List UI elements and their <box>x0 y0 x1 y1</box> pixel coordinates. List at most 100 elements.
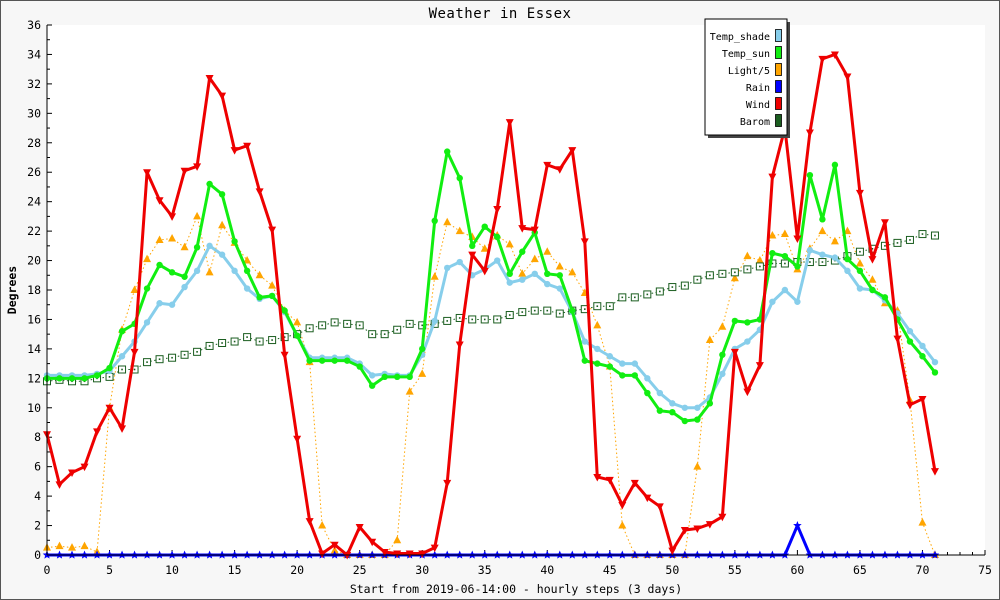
temp-sun-point <box>506 270 513 278</box>
light-5-point <box>168 233 177 242</box>
temp-shade-point <box>519 276 526 283</box>
barom-point <box>368 330 377 339</box>
barom-point <box>755 262 764 271</box>
barom-point-dot <box>759 265 761 268</box>
legend-swatch <box>775 114 782 127</box>
y-tick-label: 6 <box>34 460 41 474</box>
wind-point <box>468 251 477 260</box>
wind-point <box>818 55 827 64</box>
barom-point-dot <box>383 333 386 335</box>
temp-sun-point <box>68 375 76 382</box>
barom-point-dot <box>521 311 524 313</box>
temp-sun-point <box>481 223 488 230</box>
barom-point-dot <box>396 328 398 331</box>
barom-point <box>405 319 414 328</box>
wind-point <box>743 388 752 397</box>
barom-point <box>480 315 489 324</box>
barom-point <box>780 259 789 268</box>
temp-sun-point <box>631 372 639 379</box>
barom-point-dot <box>621 296 624 299</box>
light-5-point <box>743 251 752 260</box>
barom-point-dot <box>158 358 161 360</box>
temp-sun-point <box>268 292 276 300</box>
temp-shade-point <box>669 400 676 407</box>
light-5-point <box>868 275 877 283</box>
y-tick-label: 36 <box>27 18 41 32</box>
barom-point-dot <box>646 293 649 296</box>
legend-label: Light/5 <box>728 66 770 77</box>
temp-sun-point <box>519 248 526 255</box>
barom-point <box>705 271 714 280</box>
legend-label: Rain <box>746 83 770 94</box>
wind-point <box>630 479 639 488</box>
barom-point-dot <box>108 376 111 378</box>
light-5-point <box>293 317 302 326</box>
barom-point <box>718 269 727 278</box>
light-5-point <box>318 521 327 529</box>
wind-point <box>218 92 227 101</box>
barom-point-dot <box>446 320 449 322</box>
temp-sun-point <box>431 217 438 225</box>
temp-sun-point <box>806 171 814 179</box>
wind-point <box>880 219 889 227</box>
light-5-point <box>218 220 227 229</box>
light-5-point <box>405 387 414 395</box>
barom-point-dot <box>171 356 173 359</box>
barom-point-dot <box>896 242 899 244</box>
wind-point <box>280 351 289 360</box>
temp-sun-point <box>606 363 613 370</box>
temp-shade-point <box>606 353 613 360</box>
wind-point <box>918 395 927 404</box>
barom-point <box>443 316 452 325</box>
temp-sun-point <box>393 373 401 381</box>
wind-point <box>193 163 202 171</box>
barom-point <box>918 230 927 239</box>
temp-sun-point <box>143 285 151 292</box>
light-5-point <box>268 281 277 289</box>
barom-point-dot <box>133 368 136 371</box>
barom-point-dot <box>121 368 123 371</box>
barom-point <box>318 321 327 330</box>
barom-point <box>355 321 364 330</box>
barom-point <box>468 315 477 324</box>
x-tick-label: 5 <box>106 563 113 577</box>
light-5-point <box>443 217 452 226</box>
temp-shade-point <box>494 257 501 264</box>
temp-shade-point <box>368 372 376 379</box>
wind-point <box>305 518 314 526</box>
temp-shade-point <box>181 283 188 291</box>
barom-point <box>618 293 627 302</box>
barom-point-dot <box>859 250 861 253</box>
temp-sun-point <box>256 294 263 301</box>
barom-point <box>743 265 752 274</box>
barom-point <box>180 350 189 359</box>
barom-point-dot <box>283 336 286 338</box>
barom-point <box>505 311 514 320</box>
light-5-point <box>568 267 577 276</box>
barom-point <box>380 330 389 339</box>
light-5-point <box>618 521 627 529</box>
temp-sun-point <box>118 328 126 335</box>
wind-point <box>718 513 727 522</box>
light-5-point <box>130 285 139 293</box>
barom-point-dot <box>333 321 336 324</box>
temp-sun-point <box>218 191 226 198</box>
wind-point <box>480 267 489 276</box>
barom-point <box>268 336 277 345</box>
temp-shade-point <box>581 338 588 345</box>
legend-item-temp-sun: Temp_sun <box>722 46 782 60</box>
wind-point <box>368 538 377 547</box>
barom-point <box>818 258 827 267</box>
barom-point <box>605 302 614 311</box>
temp-shade-point <box>594 345 601 353</box>
barom-point-dot <box>684 284 686 287</box>
x-tick-label: 75 <box>978 563 992 577</box>
temp-shade-point <box>781 286 789 294</box>
wind-point <box>843 73 852 82</box>
temp-sun-point <box>544 270 551 278</box>
temp-sun-point <box>56 375 63 382</box>
temp-sun-point <box>681 417 689 425</box>
light-5-point <box>843 226 852 235</box>
light-5-point <box>330 546 339 554</box>
